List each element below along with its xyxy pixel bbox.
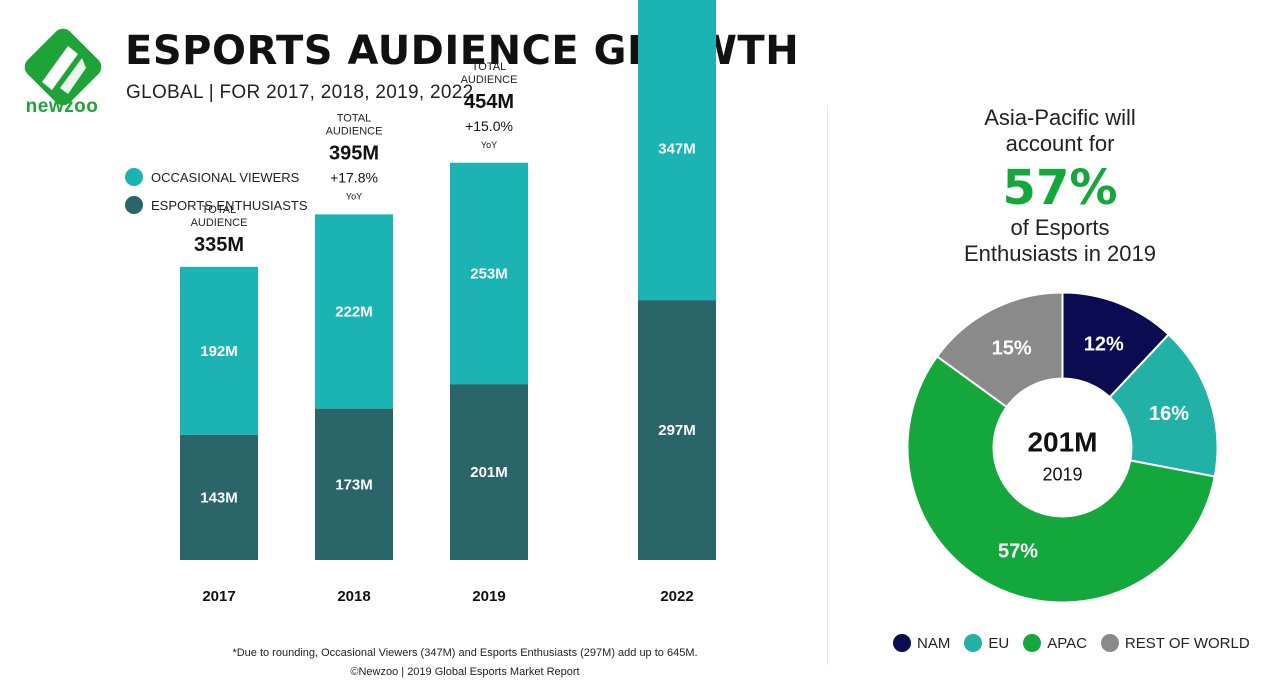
total-caption: AUDIENCE xyxy=(191,217,248,229)
pie-legend-label-eu: EU xyxy=(988,634,1010,652)
bar-value-label: 347M xyxy=(658,140,696,157)
legend-item-occasional: OCCASIONAL VIEWERS xyxy=(125,168,308,186)
legend-label-enthusiasts: ESPORTS ENTHUSIASTS xyxy=(151,197,308,213)
x-tick-label: 2018 xyxy=(337,588,370,605)
x-tick-label: 2019 xyxy=(472,588,505,605)
x-tick-label: 2022 xyxy=(660,588,693,605)
bar-enthusiasts-2019 xyxy=(450,384,528,560)
footnote: *Due to rounding, Occasional Viewers (34… xyxy=(232,647,698,659)
bar-value-label: 297M xyxy=(658,422,696,439)
bar-occasional-2017 xyxy=(180,266,258,435)
bar-value-label: 143M xyxy=(200,489,238,506)
growth-note: YoY xyxy=(481,140,497,150)
donut-center-label: 2019 xyxy=(1042,465,1082,485)
pie-legend-swatch-eu xyxy=(964,634,983,652)
pie-legend-label-rest: REST OF WORLD xyxy=(1124,634,1250,652)
bar-enthusiasts-2022 xyxy=(638,300,716,560)
donut-center-value: 201M xyxy=(1027,427,1097,458)
pie-legend-label-apac: APAC xyxy=(1047,634,1087,652)
growth-rate: +15.0% xyxy=(465,118,513,134)
legend-item-enthusiasts: ESPORTS ENTHUSIASTS xyxy=(125,196,308,214)
pie-slice-label: 16% xyxy=(1149,403,1189,425)
total-value: 335M xyxy=(194,234,244,256)
pie-legend-swatch-nam xyxy=(893,634,911,652)
pie-legend-label-nam: NAM xyxy=(917,634,951,652)
pie-slice-label: 57% xyxy=(998,540,1038,562)
pie-legend-item-nam: NAM xyxy=(893,634,950,652)
newzoo-logo xyxy=(24,28,102,106)
divider xyxy=(827,105,828,665)
total-caption: AUDIENCE xyxy=(461,74,518,86)
total-value: 395M xyxy=(329,142,379,164)
page-subtitle: GLOBAL | FOR 2017, 2018, 2019, 2022 xyxy=(126,82,474,103)
legend-swatch-enthusiasts xyxy=(125,196,143,214)
pie-legend-item-rest: REST OF WORLD xyxy=(1100,634,1250,652)
total-value: 454M xyxy=(464,91,514,113)
bar-value-label: 173M xyxy=(335,476,373,493)
bar-occasional-2022 xyxy=(638,0,716,301)
bar-value-label: 201M xyxy=(470,464,508,481)
pie-legend-item-eu: EU xyxy=(964,634,1009,652)
bar-value-label: 222M xyxy=(335,304,373,321)
pie-slice-label: 15% xyxy=(992,338,1032,360)
total-caption: TOTAL xyxy=(472,61,506,73)
bar-occasional-2019 xyxy=(450,162,528,385)
pie-legend: NAM EU APAC REST OF WORLD xyxy=(893,634,1250,652)
bar-legend: OCCASIONAL VIEWERS ESPORTS ENTHUSIASTS xyxy=(125,168,308,214)
legend-swatch-occasional xyxy=(125,168,143,186)
callout-line-1: Asia-Pacific will xyxy=(984,105,1136,130)
logo-text: newzoo xyxy=(25,96,99,117)
stacked-bar-chart: 143M192MTOTALAUDIENCE335M2017173M222MTOT… xyxy=(180,0,716,605)
pie-legend-swatch-rest xyxy=(1100,634,1119,652)
callout-line-4: Enthusiasts in 2019 xyxy=(963,241,1157,266)
legend-label-occasional: OCCASIONAL VIEWERS xyxy=(151,169,300,185)
growth-rate: +17.8% xyxy=(330,169,378,185)
bar-occasional-2018 xyxy=(315,214,393,409)
bar-enthusiasts-2017 xyxy=(180,434,258,560)
callout-line-3: of Esports xyxy=(1010,215,1110,240)
pie-slice-label: 12% xyxy=(1084,333,1124,355)
donut-hole xyxy=(992,377,1133,518)
callout-line-2: account for xyxy=(1005,131,1115,156)
callout-value: 57% xyxy=(1002,160,1118,216)
total-caption: TOTAL xyxy=(337,112,371,124)
donut-chart: 12% 16% 57% 15% 201M 2019 xyxy=(906,291,1219,604)
total-caption: AUDIENCE xyxy=(326,125,383,137)
x-tick-label: 2017 xyxy=(202,588,235,605)
pie-legend-swatch-apac xyxy=(1023,634,1042,652)
bar-value-label: 192M xyxy=(200,343,238,360)
pie-legend-item-apac: APAC xyxy=(1023,634,1087,652)
bar-enthusiasts-2018 xyxy=(315,408,393,560)
total-caption: TOTAL xyxy=(202,204,236,216)
bar-value-label: 253M xyxy=(470,265,508,282)
growth-note: YoY xyxy=(346,191,362,201)
source-credit: ©Newzoo | 2019 Global Esports Market Rep… xyxy=(350,666,580,678)
